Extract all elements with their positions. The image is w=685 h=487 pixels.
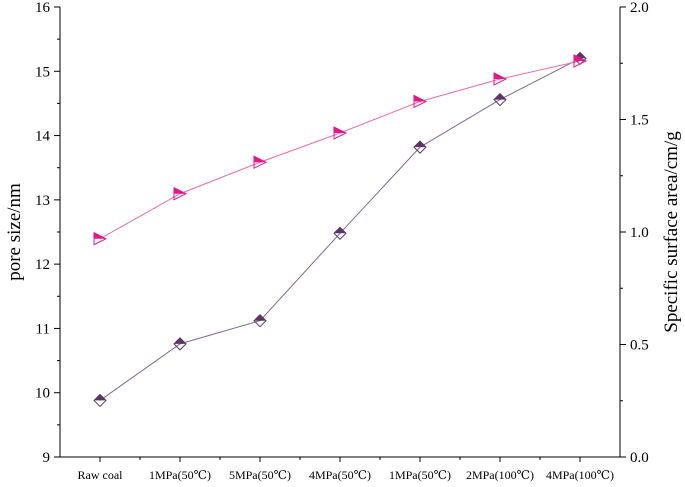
series-2-point	[93, 231, 108, 246]
left-tick-label: 15	[35, 64, 50, 80]
right-tick-label: 0.5	[630, 338, 649, 354]
series-1-point	[493, 92, 507, 107]
left-axis-title: pore size/nm	[4, 183, 25, 281]
series-1-point	[333, 226, 347, 240]
x-axis-ticks: Raw coal 1MPa(50℃) 5MPa(50℃) 4MPa(50℃) 1MPa(…	[78, 457, 614, 482]
x-tick-label: 4MPa(100℃)	[546, 468, 614, 482]
series-2-point	[253, 155, 268, 170]
series-1-point	[413, 140, 427, 154]
right-axis-ticks: 0.0 0.5 1.0 1.5 2.0	[620, 0, 649, 466]
series-markers	[93, 51, 588, 408]
series-2-point	[413, 94, 428, 109]
right-axis-title: Specific surface area/cm/g	[661, 131, 682, 333]
x-tick-label: 5MPa(50℃)	[229, 468, 291, 482]
series-line-2	[99, 60, 581, 240]
right-tick-label: 2.0	[630, 0, 649, 16]
x-tick-label: 4MPa(50℃)	[309, 468, 371, 482]
left-tick-label: 9	[43, 450, 51, 466]
series-1-point	[93, 393, 107, 408]
left-tick-label: 12	[35, 257, 50, 273]
x-tick-label: Raw coal	[78, 468, 124, 482]
x-tick-label: 1MPa(50℃)	[149, 468, 211, 482]
series-2-point	[493, 72, 508, 86]
right-tick-label: 1.0	[630, 225, 649, 241]
right-tick-label: 1.5	[630, 113, 649, 129]
series-1-point	[253, 314, 267, 328]
right-tick-label: 0.0	[630, 450, 649, 466]
series-2-point	[173, 186, 188, 201]
x-tick-label: 2MPa(100℃)	[466, 468, 534, 482]
left-tick-label: 16	[35, 0, 51, 16]
x-tick-label: 1MPa(50℃)	[389, 468, 451, 482]
left-axis-ticks: 9 10 11 12 13 14 15 16	[35, 0, 60, 466]
series-2-point	[333, 126, 348, 140]
series-2-point	[573, 54, 588, 68]
left-tick-label: 13	[35, 193, 50, 209]
left-tick-label: 11	[36, 321, 50, 337]
left-tick-label: 14	[35, 129, 51, 145]
left-tick-label: 10	[35, 386, 50, 402]
series-1-point	[173, 337, 187, 351]
